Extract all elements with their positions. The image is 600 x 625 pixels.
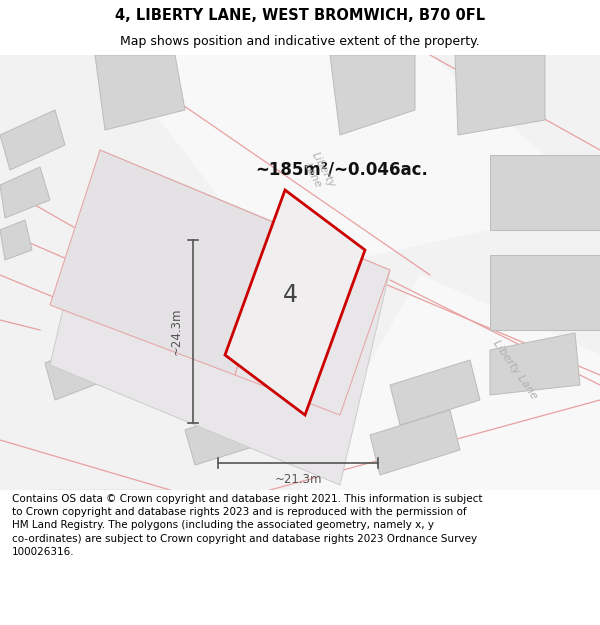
Polygon shape <box>50 150 390 485</box>
Polygon shape <box>0 167 50 218</box>
Text: ~21.3m: ~21.3m <box>274 473 322 486</box>
Polygon shape <box>490 255 600 330</box>
Polygon shape <box>390 360 480 425</box>
Polygon shape <box>490 155 600 230</box>
Polygon shape <box>455 55 545 135</box>
Polygon shape <box>0 220 32 260</box>
Polygon shape <box>95 55 185 130</box>
Text: Liberty Lane: Liberty Lane <box>491 339 539 401</box>
Polygon shape <box>0 110 65 170</box>
Polygon shape <box>45 335 125 400</box>
Text: Contains OS data © Crown copyright and database right 2021. This information is : Contains OS data © Crown copyright and d… <box>12 494 482 557</box>
Text: 4: 4 <box>283 282 298 306</box>
Text: 4, LIBERTY LANE, WEST BROMWICH, B70 0FL: 4, LIBERTY LANE, WEST BROMWICH, B70 0FL <box>115 8 485 23</box>
Text: Liberty
Lane: Liberty Lane <box>299 151 337 196</box>
Polygon shape <box>235 225 390 415</box>
Polygon shape <box>370 410 460 475</box>
Polygon shape <box>50 150 280 375</box>
Polygon shape <box>110 55 600 275</box>
Polygon shape <box>490 333 580 395</box>
Text: ~185m²/~0.046ac.: ~185m²/~0.046ac. <box>255 161 428 179</box>
Polygon shape <box>330 55 415 135</box>
Text: ~24.3m: ~24.3m <box>170 308 183 355</box>
Text: Map shows position and indicative extent of the property.: Map shows position and indicative extent… <box>120 35 480 48</box>
Polygon shape <box>225 190 365 415</box>
Polygon shape <box>300 275 600 490</box>
Polygon shape <box>185 403 275 465</box>
